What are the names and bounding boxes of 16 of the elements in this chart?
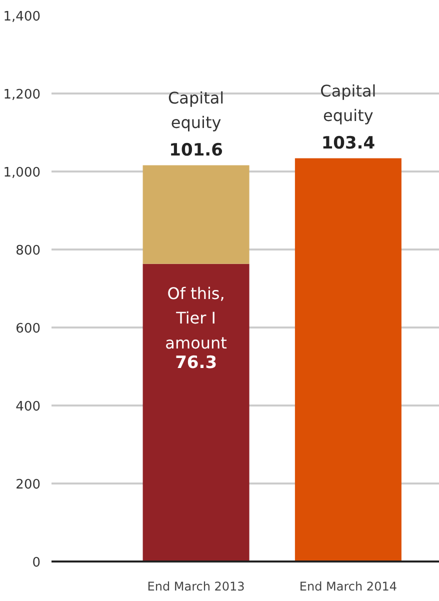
y-tick-label: 0 (32, 556, 41, 570)
y-tick-label: 1,200 (3, 88, 40, 102)
y-tick-label: 400 (16, 400, 41, 414)
y-tick-label: 1,000 (3, 166, 40, 180)
annotation: 103.4 (321, 133, 376, 154)
annotation: Capital equity (320, 81, 376, 126)
annotation: 101.6 (169, 140, 223, 161)
y-tick-label: 1,400 (3, 10, 40, 24)
annotation: Of this, Tier I amount (165, 284, 227, 352)
y-tick-label: 200 (16, 478, 41, 492)
annotation: 76.3 (175, 352, 218, 373)
x-tick-label: End March 2013 (147, 580, 245, 594)
annotation: Capital equity (168, 88, 224, 132)
x-tick-label: End March 2014 (299, 580, 397, 594)
y-tick-label: 800 (16, 244, 41, 258)
y-tick-label: 600 (16, 322, 41, 336)
